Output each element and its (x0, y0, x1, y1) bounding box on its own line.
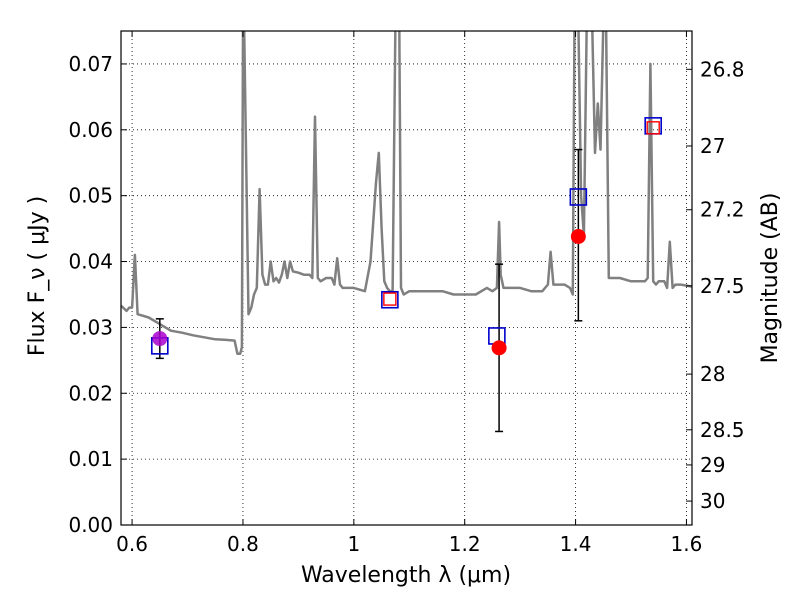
x-tick-label: 0.8 (227, 532, 259, 556)
x-tick-label: 0.6 (116, 532, 148, 556)
observed-flux-point (383, 292, 397, 306)
x-tick-label: 1.4 (560, 532, 592, 556)
y-tick-label: 0.00 (68, 513, 113, 537)
y-tick-label: 0.03 (68, 315, 113, 339)
observed-flux-series (152, 121, 660, 356)
y-tick-label: 0.06 (68, 118, 113, 142)
right-tick-label: 28.5 (700, 418, 745, 442)
y-tick-label: 0.01 (68, 447, 113, 471)
right-tick-label: 27.2 (700, 198, 745, 222)
x-tick-label: 1.6 (671, 532, 703, 556)
right-tick-label: 26.8 (700, 57, 745, 81)
observed-flux-point (152, 331, 168, 347)
observed-flux-point (570, 229, 586, 245)
right-tick-label: 29 (700, 453, 725, 477)
right-tick-label: 27.5 (700, 274, 745, 298)
y-tick-label: 0.07 (68, 52, 113, 76)
right-tick-label: 30 (700, 489, 725, 513)
spectrum-line (121, 31, 692, 355)
observed-flux-point (646, 121, 660, 135)
error-bars (155, 148, 583, 433)
y-tick-label: 0.02 (68, 381, 113, 405)
right-tick-label: 27 (700, 134, 725, 158)
model-photometry-point (381, 290, 399, 309)
model-photometry-point (569, 188, 588, 206)
x-tick-label: 1 (347, 532, 360, 556)
spectrum-series (121, 31, 692, 355)
y-tick-label: 0.04 (68, 250, 113, 274)
plot-frame (120, 30, 693, 526)
y-tick-label: 0.05 (68, 184, 113, 208)
right-axis-label: Magnitude (AB) (758, 193, 783, 364)
y-axis-label: Flux F_ν ( μJy ) (25, 196, 50, 356)
x-tick-label: 1.2 (449, 532, 481, 556)
x-axis-label: Wavelength λ (μm) (301, 563, 511, 588)
axis-ticks: 0.6 0.8 1 1.2 1.4 1.6 0.00 0.01 0.02 0.03 0.04 0.05… (68, 31, 745, 556)
right-tick-label: 28 (700, 362, 725, 386)
observed-flux-point (491, 340, 507, 356)
